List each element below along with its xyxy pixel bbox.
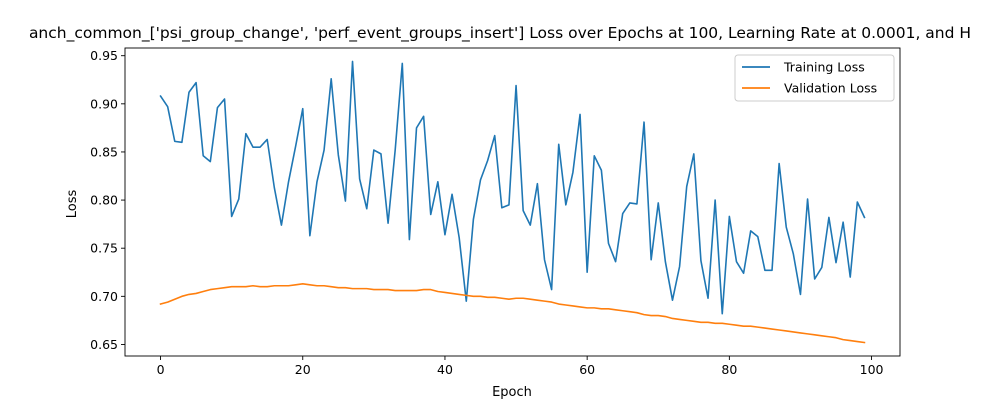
y-tick-label: 0.70 (90, 289, 118, 304)
legend-label: Validation Loss (784, 81, 877, 96)
y-axis-label: Loss (65, 190, 80, 219)
y-tick-label: 0.65 (90, 337, 118, 352)
y-tick-label: 0.80 (90, 193, 118, 208)
legend-label: Training Loss (783, 60, 865, 75)
axes-layer: 0 20 40 60 80 100 0.65 0.70 0.75 0.80 0.85 0.90 0.95 (90, 47, 901, 377)
y-tick-label: 0.95 (90, 48, 118, 63)
legend: Training Loss Validation Loss (734, 54, 895, 102)
y-tick-label: 0.85 (90, 144, 118, 159)
x-tick-label: 80 (721, 362, 737, 377)
y-tick-label: 0.75 (90, 241, 118, 256)
axes-frame (124, 47, 901, 357)
x-tick-label: 0 (157, 362, 165, 377)
x-tick-label: 20 (295, 362, 311, 377)
series-layer (159, 60, 866, 344)
series-line-validation-loss (159, 283, 866, 344)
x-tick-label: 100 (860, 362, 884, 377)
y-tick-label: 0.90 (90, 96, 118, 111)
x-tick-label: 60 (579, 362, 595, 377)
x-axis-label: Epoch (492, 385, 532, 400)
x-tick-label: 40 (437, 362, 453, 377)
legend-box (734, 54, 895, 102)
chart-title: anch_common_['psi_group_change', 'perf_e… (29, 24, 971, 43)
series-line-training-loss (159, 60, 866, 315)
